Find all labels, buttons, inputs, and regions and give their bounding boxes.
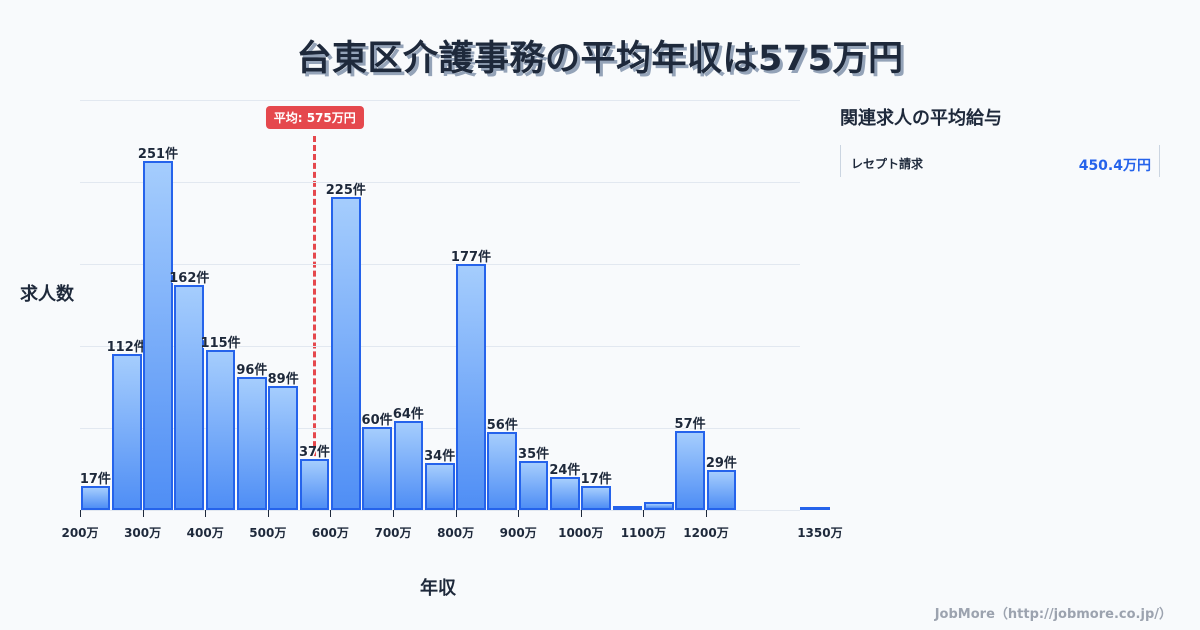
histogram-plot: 平均: 575万円 17件 112件 251件 162件 115件 96件 89件 37件 22…: [61, 100, 843, 540]
histogram-bar[interactable]: [111, 354, 142, 510]
histogram-bar[interactable]: [143, 161, 173, 510]
histogram-bar[interactable]: [299, 458, 330, 510]
x-tick: [330, 510, 332, 517]
x-tick-label: 700万: [374, 526, 412, 540]
bar-value-label: 96件: [236, 362, 268, 378]
x-tick: [80, 510, 81, 517]
related-jobs-title: 関連求人の平均給与: [840, 108, 1002, 129]
histogram-bar[interactable]: [362, 426, 392, 510]
page-title: 台東区介護事務の平均年収は575万円: [296, 39, 904, 79]
bar-value-label: 60件: [361, 412, 393, 428]
histogram-bar[interactable]: [80, 486, 111, 510]
histogram-bar[interactable]: [518, 461, 549, 510]
histogram-bar[interactable]: [237, 376, 267, 510]
x-tick: [205, 510, 207, 517]
bar-value-label: 57件: [674, 416, 706, 432]
x-tick: [706, 510, 707, 517]
x-tick: [393, 510, 394, 517]
grid-line: [80, 428, 800, 429]
bar-value-label: 17件: [79, 472, 111, 488]
x-axis-line: [80, 510, 800, 511]
x-tick-label: 600万: [311, 526, 349, 540]
bar-value-label: 89件: [267, 372, 299, 388]
bar-value-label: 37件: [298, 444, 331, 460]
y-axis-label: 求人数: [20, 284, 74, 305]
grid-line: [80, 182, 800, 183]
related-job-name: レセプト請求: [851, 157, 924, 171]
bar-value-label: 177件: [450, 250, 492, 265]
histogram-bar[interactable]: [675, 430, 705, 510]
histogram-bar[interactable]: [424, 462, 455, 510]
bar-value-label: 115件: [200, 336, 241, 352]
histogram-bar[interactable]: [550, 476, 580, 510]
bar-value-label: 17件: [580, 472, 612, 488]
x-tick-label: 1350万: [797, 526, 843, 540]
grid-line: [80, 100, 800, 101]
x-tick: [580, 510, 582, 517]
x-tick-label: 1100万: [620, 526, 667, 540]
histogram-bar[interactable]: [612, 505, 643, 510]
x-tick-label: 500万: [249, 526, 287, 540]
histogram-bar[interactable]: [205, 350, 236, 510]
x-tick: [518, 510, 520, 517]
grid-line: [80, 264, 800, 265]
bar-value-label: 225件: [325, 183, 366, 199]
x-tick-label: 400万: [186, 526, 224, 540]
x-tick-label: 1000万: [558, 526, 604, 540]
related-job-salary: 450.4万円: [1078, 158, 1151, 174]
related-job-row[interactable]: レセプト請求 450.4万円: [840, 145, 1160, 177]
grid-line: [80, 346, 800, 347]
source-credit: JobMore（http://jobmore.co.jp/）: [934, 607, 1172, 622]
average-line: [313, 136, 317, 510]
histogram-bar[interactable]: [330, 197, 361, 510]
x-tick-label: 1200万: [683, 526, 729, 540]
histogram-bar[interactable]: [487, 432, 518, 510]
x-tick: [643, 510, 645, 517]
x-tick: [142, 510, 144, 517]
x-axis-label: 年収: [420, 578, 456, 599]
bar-value-label: 64件: [392, 407, 424, 423]
bar-value-label: 35件: [518, 447, 550, 463]
average-badge: 平均: 575万円: [265, 106, 364, 129]
x-tick-label: 200万: [61, 526, 99, 540]
bar-value-label: 162件: [169, 270, 210, 286]
x-tick-label: 300万: [124, 526, 162, 540]
histogram-bar[interactable]: [643, 501, 674, 510]
x-tick: [455, 510, 457, 517]
bar-value-label: 29件: [705, 455, 737, 471]
histogram-bar[interactable]: [268, 386, 299, 510]
bar-value-label: 34件: [424, 448, 456, 464]
x-tick: [267, 510, 269, 517]
x-tick-label: 800万: [437, 526, 475, 540]
bar-value-label: 112件: [106, 340, 147, 356]
x-tick-label: 900万: [499, 526, 537, 540]
histogram-bar[interactable]: [800, 507, 831, 510]
histogram-bar[interactable]: [393, 421, 424, 510]
bar-value-label: 56件: [486, 418, 518, 434]
histogram-bar[interactable]: [456, 264, 486, 510]
histogram-bar[interactable]: [174, 284, 205, 510]
bar-value-label: 251件: [137, 147, 179, 163]
bar-value-label: 24件: [549, 462, 581, 478]
histogram-bar[interactable]: [581, 486, 612, 510]
histogram-bar[interactable]: [706, 469, 737, 510]
